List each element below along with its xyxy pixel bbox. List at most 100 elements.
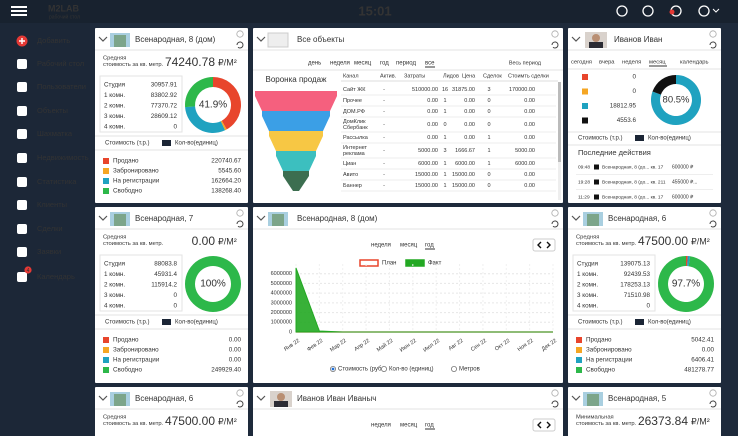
- refresh-button[interactable]: [551, 400, 559, 408]
- radio[interactable]: [380, 365, 387, 372]
- menu-icon-line: [11, 14, 27, 16]
- period-tab[interactable]: сегодня: [571, 60, 592, 66]
- collapse-chevron[interactable]: [256, 215, 266, 221]
- radio-label[interactable]: Кол-во (единиц): [389, 367, 433, 373]
- room-type: 2 комн.: [104, 103, 125, 110]
- status-label: Свободно: [113, 366, 142, 374]
- collapse-chevron[interactable]: [571, 36, 581, 42]
- donut-segment: [687, 256, 691, 267]
- collapse-chevron[interactable]: [98, 36, 108, 42]
- period-tab[interactable]: месяц: [354, 61, 372, 67]
- period-tab[interactable]: неделя: [371, 243, 391, 249]
- period-tab[interactable]: месяц: [400, 243, 418, 249]
- y-tick-label: 1000000: [271, 320, 292, 326]
- period-tab[interactable]: месяц: [649, 60, 666, 66]
- collapse-chevron[interactable]: [98, 395, 108, 401]
- period-tab[interactable]: год: [380, 61, 389, 67]
- period-tab[interactable]: неделя: [330, 61, 350, 67]
- refresh-button[interactable]: [709, 41, 717, 49]
- room-value: 88083.8: [154, 261, 177, 268]
- next-arrow[interactable]: [546, 421, 551, 429]
- menu-item[interactable]: Пользователи: [37, 82, 86, 91]
- close-button[interactable]: [551, 30, 559, 38]
- close-button[interactable]: [236, 389, 244, 397]
- close-button[interactable]: [551, 209, 559, 217]
- radio-label[interactable]: Метров: [459, 367, 480, 373]
- close-button[interactable]: [236, 30, 244, 38]
- sales-chart-widget: Всенародная, 8 (дом) неделя месяц год План Фа…: [253, 207, 563, 383]
- period-tab[interactable]: неделя: [371, 423, 391, 429]
- collapse-chevron[interactable]: [256, 36, 266, 42]
- collapse-chevron[interactable]: [571, 215, 581, 221]
- period-tab[interactable]: вчера: [599, 60, 615, 66]
- room-type: Студия: [577, 261, 598, 268]
- top-icon[interactable]: [616, 5, 628, 17]
- close-button[interactable]: [709, 30, 717, 38]
- menu-icon: [17, 106, 27, 116]
- refresh-button[interactable]: [551, 220, 559, 228]
- nav-arrows[interactable]: [532, 418, 556, 432]
- collapse-chevron[interactable]: [571, 395, 581, 401]
- refresh-button[interactable]: [709, 220, 717, 228]
- table-cell: ДОМ.РФ: [343, 109, 365, 115]
- funnel-stage: [255, 91, 337, 111]
- refresh-button[interactable]: [236, 400, 244, 408]
- menu-item[interactable]: Статистика: [37, 177, 77, 186]
- period-tab[interactable]: период: [396, 61, 416, 67]
- prev-arrow[interactable]: [537, 241, 542, 249]
- widget-bg: [568, 207, 721, 383]
- radio-label[interactable]: Стоимость (руб.): [338, 367, 385, 373]
- close-button[interactable]: [236, 209, 244, 217]
- rooms-box: [99, 75, 183, 133]
- prev-arrow[interactable]: [537, 421, 542, 429]
- menu-item[interactable]: Рабочий стол: [37, 59, 84, 68]
- action-time: 11:29: [578, 194, 590, 200]
- period-tab[interactable]: год: [425, 423, 434, 429]
- scrollbar-thumb[interactable]: [558, 82, 561, 162]
- table-cell: Сбербанк: [343, 125, 368, 131]
- menu-item[interactable]: Добавить: [37, 36, 70, 45]
- menu-item[interactable]: Сделки: [37, 224, 63, 233]
- period-tab[interactable]: год: [425, 243, 434, 249]
- table-cell: 0.00: [524, 183, 535, 189]
- status-value: 0.00: [229, 347, 242, 354]
- period-tab[interactable]: месяц: [400, 423, 418, 429]
- menu-item[interactable]: Заявки: [37, 247, 61, 256]
- column-header: Цена: [462, 73, 476, 79]
- table-cell: 3: [443, 148, 446, 154]
- table-cell: -: [383, 161, 385, 167]
- period-tab[interactable]: неделя: [622, 60, 641, 66]
- refresh-button[interactable]: [709, 400, 717, 408]
- menu-item[interactable]: Календарь: [37, 272, 75, 281]
- period-tab[interactable]: день: [308, 61, 321, 67]
- table-cell: 170000.00: [509, 87, 535, 93]
- refresh-button[interactable]: [236, 220, 244, 228]
- close-button[interactable]: [551, 389, 559, 397]
- nav-arrows[interactable]: [532, 238, 556, 252]
- radio[interactable]: [450, 365, 457, 372]
- close-button[interactable]: [709, 209, 717, 217]
- price-caption: Средняя: [103, 235, 126, 241]
- refresh-button[interactable]: [236, 41, 244, 49]
- period-tab[interactable]: календарь: [680, 60, 709, 66]
- period-tab[interactable]: все: [425, 61, 435, 67]
- collapse-chevron[interactable]: [98, 215, 108, 221]
- menu-item[interactable]: Шахматка: [37, 129, 73, 138]
- collapse-chevron[interactable]: [256, 395, 266, 401]
- refresh-button[interactable]: [551, 41, 559, 49]
- top-icon[interactable]: [642, 5, 654, 17]
- close-button[interactable]: [709, 389, 717, 397]
- action-swatch: [594, 194, 599, 200]
- table-cell: Сайт ЖК: [343, 86, 366, 93]
- top-icon[interactable]: [698, 5, 710, 17]
- action-amount: 600000 ₽: [672, 194, 694, 200]
- next-arrow[interactable]: [546, 241, 551, 249]
- calendar-badge-count: 4: [27, 268, 30, 274]
- menu-item[interactable]: Недвижимость: [37, 153, 89, 162]
- legend-swatch: [162, 140, 171, 146]
- table-cell: 1: [487, 161, 490, 167]
- menu-item[interactable]: Объекты: [37, 106, 68, 115]
- menu-item[interactable]: Клиенты: [37, 200, 67, 209]
